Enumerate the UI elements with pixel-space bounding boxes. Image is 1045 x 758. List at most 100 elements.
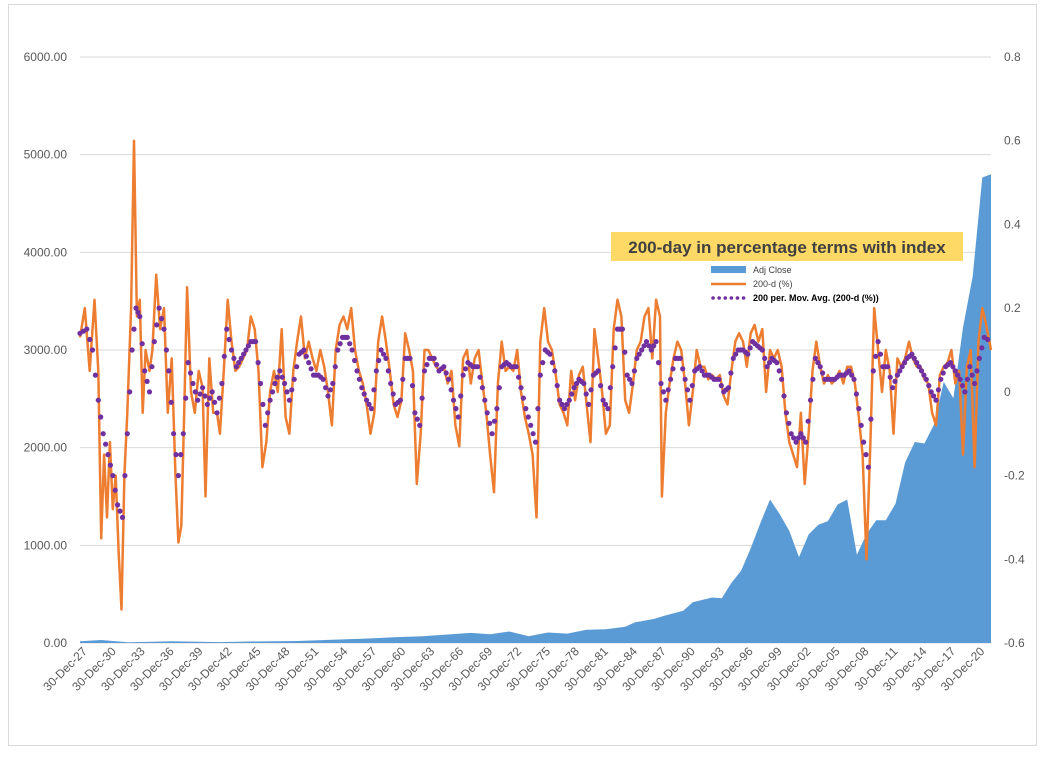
ma-point: [190, 380, 196, 387]
ma-point: [718, 383, 724, 389]
chart-title: 200-day in percentage terms with index: [611, 232, 963, 261]
ma-point: [185, 360, 191, 366]
ma-point: [154, 322, 160, 328]
ma-point: [231, 355, 237, 361]
ma-point: [851, 376, 857, 382]
ma-point: [286, 397, 292, 403]
ma-point: [279, 374, 285, 380]
ma-point: [371, 387, 377, 393]
ma-point: [431, 355, 437, 361]
ma-point: [277, 368, 283, 374]
ma-point: [373, 368, 379, 374]
ma-point: [643, 339, 650, 345]
ma-point: [272, 380, 278, 387]
ma-point: [368, 406, 374, 412]
ma-point: [475, 364, 481, 370]
right-axis-ticks: -0.6 -0.4 -0.2 0 0.2 0.4 0.6 0.8: [1004, 50, 1025, 650]
ma-point: [909, 351, 915, 357]
ma-point: [441, 364, 447, 370]
ma-point: [759, 347, 765, 353]
ma-point: [221, 353, 227, 359]
ma-point: [142, 368, 148, 374]
ma-point: [361, 391, 367, 397]
ma-point: [800, 435, 806, 441]
ma-point: [547, 351, 553, 357]
ma-point: [161, 326, 167, 332]
ma-point: [974, 368, 980, 374]
ma-point: [619, 326, 626, 332]
ma-point: [103, 441, 109, 447]
ma-point: [926, 383, 932, 389]
ma-point: [352, 357, 358, 364]
ma-point: [133, 305, 139, 311]
ma-point: [569, 391, 575, 397]
ma-point: [875, 339, 881, 345]
ma-point: [262, 422, 268, 428]
ma-point: [528, 422, 534, 428]
ma-point: [407, 355, 413, 361]
ma-point: [868, 416, 874, 422]
ma-point: [684, 387, 691, 393]
ma-point: [627, 376, 633, 382]
ma-point: [776, 368, 782, 374]
ma-point: [513, 364, 519, 370]
ma-point: [388, 380, 394, 387]
ma-point: [238, 355, 244, 361]
ma-point: [187, 370, 194, 376]
ma-point: [137, 313, 143, 320]
left-tick-label: 4000.00: [24, 245, 68, 259]
ma-point: [332, 364, 338, 370]
ma-point: [175, 473, 181, 479]
ma-point: [624, 372, 630, 378]
ma-point: [183, 395, 189, 401]
ma-point: [849, 372, 855, 378]
ma-point: [781, 393, 787, 399]
ma-point: [385, 368, 391, 374]
left-tick-label: 5000.00: [24, 148, 68, 162]
ma-point: [899, 364, 905, 370]
ma-point: [858, 422, 864, 428]
ma-point: [434, 362, 440, 368]
ma-point: [477, 374, 483, 380]
legend-label-pct: 200-d (%): [753, 279, 793, 289]
ma-point: [224, 326, 230, 332]
ma-point: [687, 397, 693, 403]
ma-point: [791, 435, 797, 441]
ma-point: [762, 355, 768, 361]
ma-point: [733, 351, 739, 357]
ma-point: [265, 410, 271, 416]
ma-point: [202, 393, 208, 399]
ma-point: [149, 364, 155, 370]
ma-point: [330, 380, 336, 387]
ma-point: [301, 347, 307, 353]
left-tick-label: 6000.00: [24, 50, 68, 64]
ma-point: [950, 364, 956, 370]
ma-point: [648, 347, 654, 353]
right-tick-label: -0.2: [1004, 469, 1025, 483]
adj-close-area-group: [80, 174, 991, 643]
ma-point: [921, 372, 927, 378]
ma-point: [602, 401, 609, 407]
ma-point: [571, 385, 577, 391]
right-tick-label: -0.6: [1004, 636, 1025, 650]
ma-point: [699, 368, 705, 374]
ma-point: [105, 452, 111, 458]
ma-point: [646, 343, 652, 349]
ma-point: [697, 364, 703, 370]
ma-point: [976, 355, 983, 361]
ma-point: [204, 401, 210, 407]
ma-point: [364, 397, 370, 403]
ma-point: [815, 360, 821, 366]
ma-point: [308, 366, 314, 372]
ma-point: [622, 349, 628, 355]
ma-point: [282, 380, 288, 387]
ma-point: [680, 366, 686, 372]
ma-point: [489, 431, 495, 437]
ma-point: [817, 364, 823, 370]
ma-point: [870, 368, 876, 374]
ma-point: [168, 399, 174, 405]
ma-point: [877, 351, 884, 357]
ma-point: [412, 410, 418, 416]
ma-point: [716, 376, 722, 382]
ma-point: [535, 406, 541, 412]
